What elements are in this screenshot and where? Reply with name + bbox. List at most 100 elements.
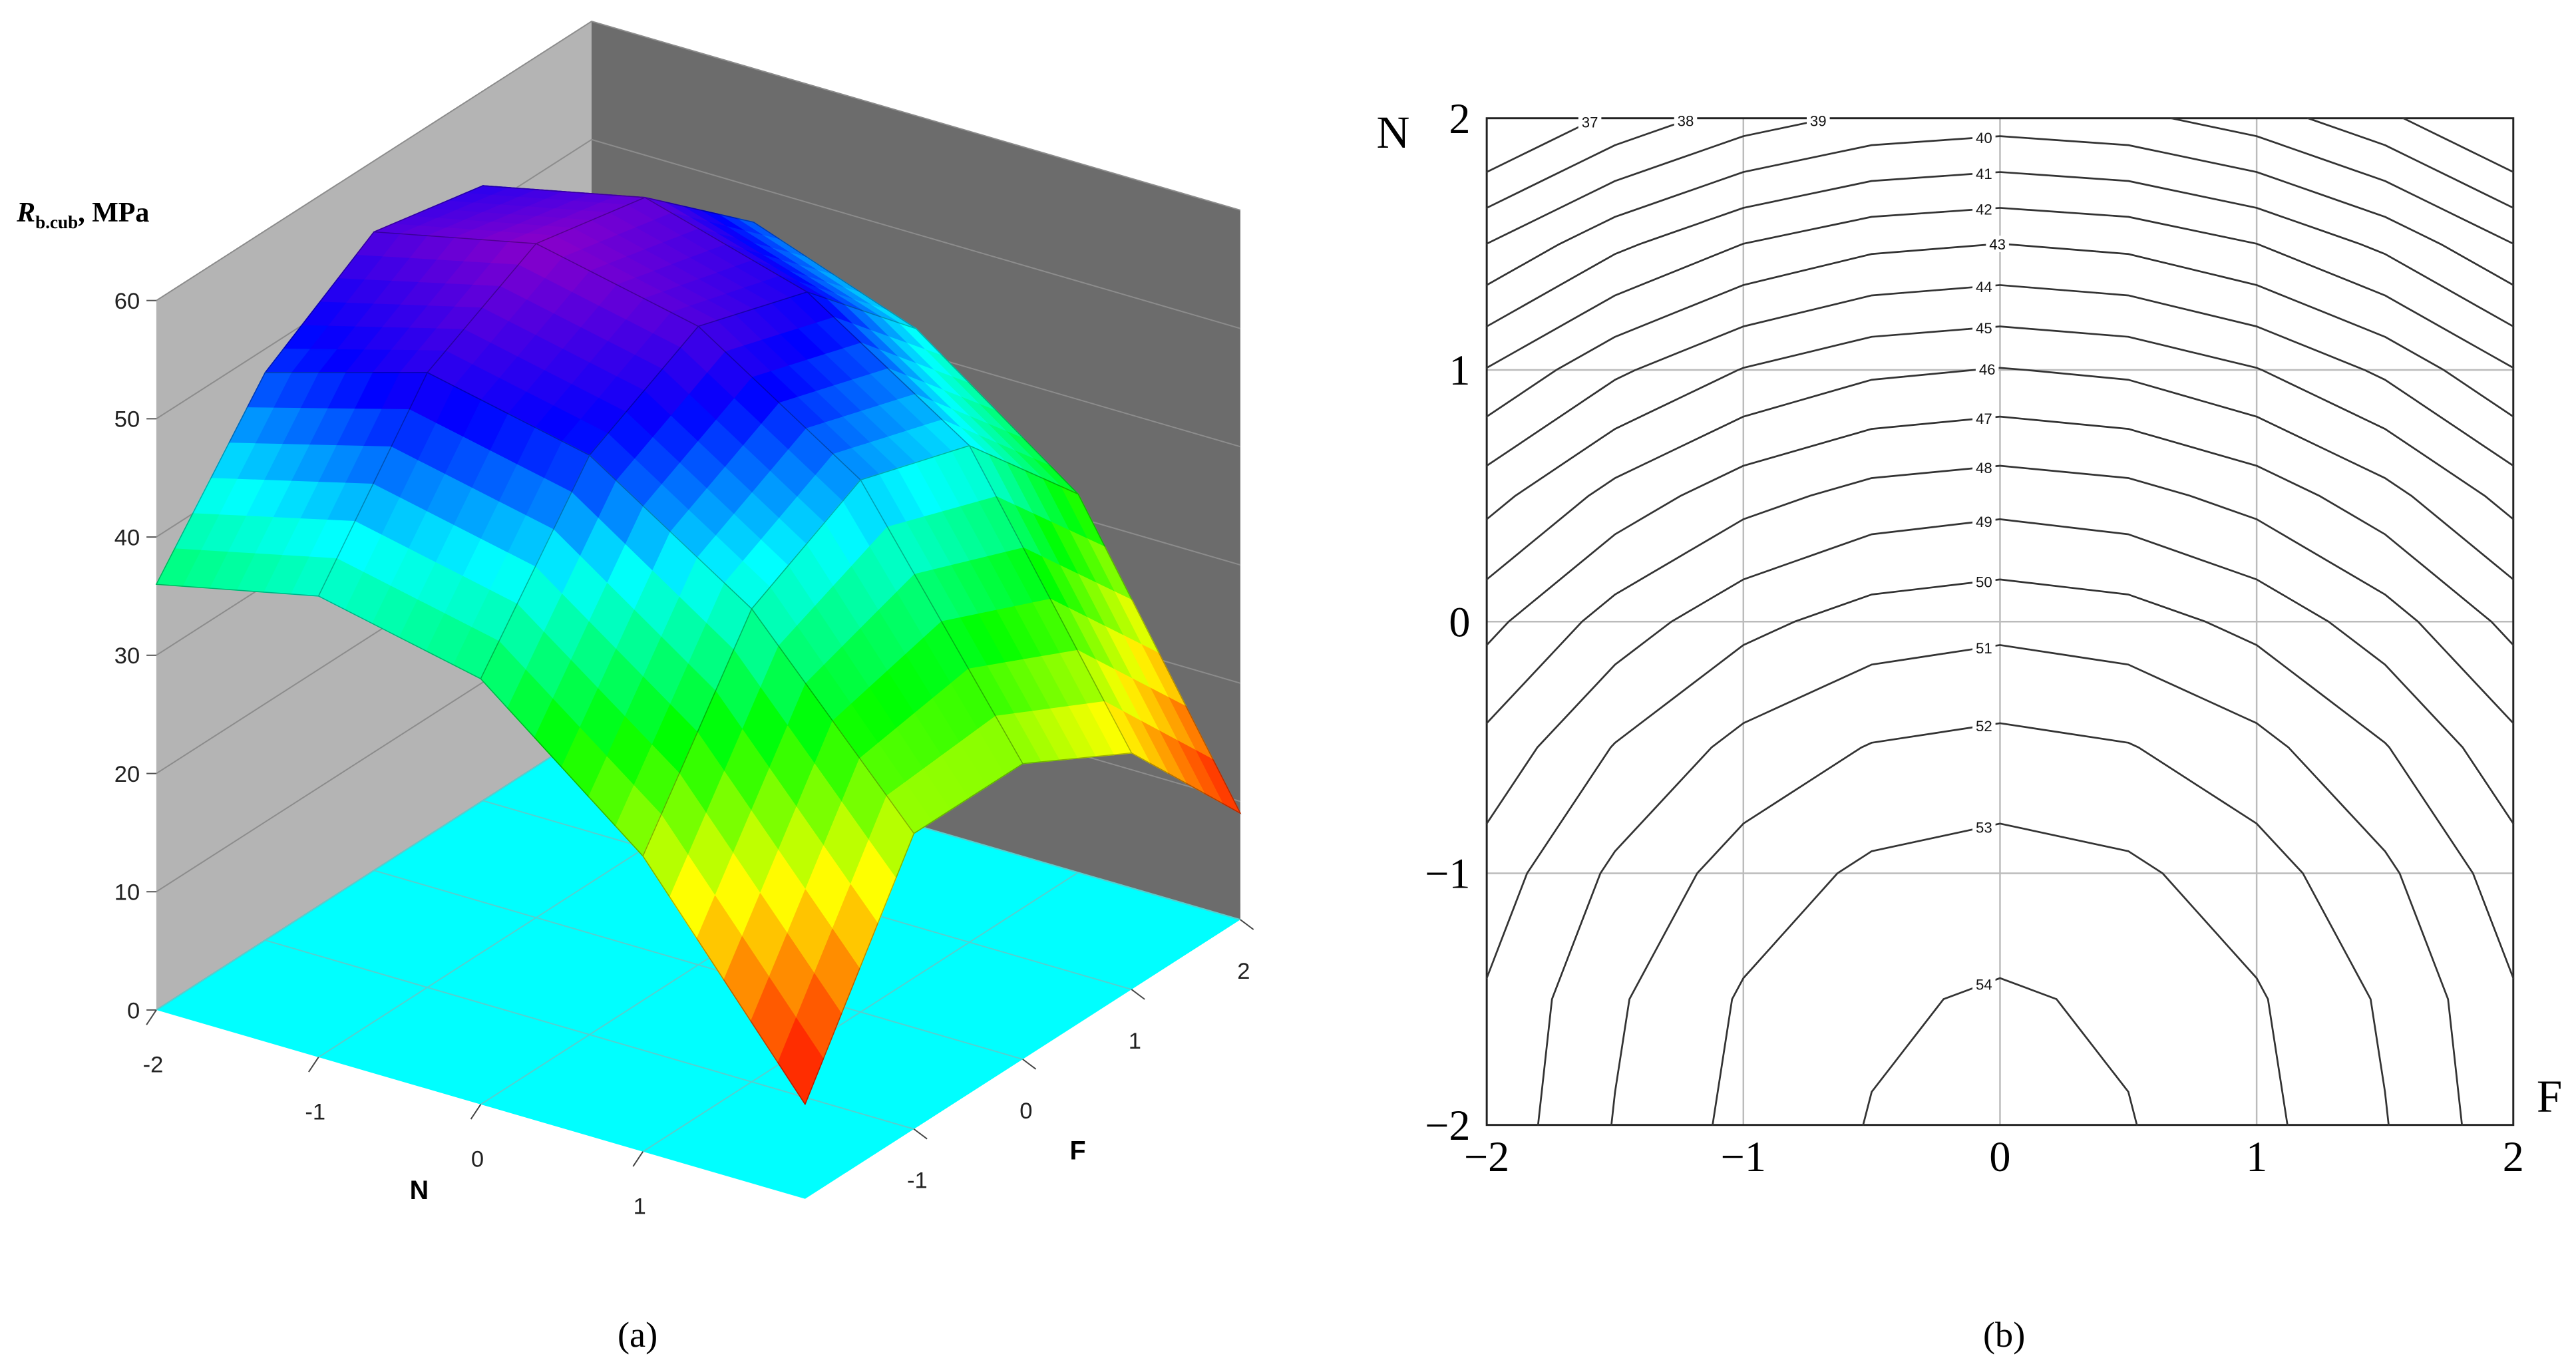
y-tick-label: 2	[1449, 95, 1470, 142]
y-tick-label: 0	[1449, 598, 1470, 645]
contour-label: 40	[1976, 130, 1992, 146]
contour-label-bg	[1972, 200, 1996, 218]
contour-line	[1485, 578, 2515, 979]
contour-label: 37	[1582, 114, 1598, 130]
z-tick-label: 0	[127, 998, 140, 1023]
contour-label-bg	[1986, 236, 2009, 252]
contour-label: 45	[1976, 320, 1992, 337]
contour-line	[1862, 977, 2138, 1126]
x-axis-title: F	[2537, 1071, 2562, 1122]
z-axis-unit: , MPa	[78, 198, 149, 228]
y-tick-mark	[1131, 989, 1145, 1000]
contour-label: 50	[1976, 574, 1992, 590]
contour-label: 42	[1976, 202, 1992, 218]
contour-label-bg	[1972, 319, 1996, 336]
contour-label-bg	[1975, 361, 1999, 377]
y-tick-mark	[913, 1128, 928, 1140]
z-tick-label: 60	[114, 289, 140, 314]
z-tick-label: 40	[114, 525, 140, 550]
x-tick-mark	[308, 1057, 319, 1073]
contour-label-bg	[1807, 112, 1830, 129]
contour-label-bg	[1972, 717, 1996, 734]
surface-mesh	[642, 607, 915, 1106]
panel-label: (a)	[618, 1315, 657, 1355]
x-tick-mark	[146, 1009, 157, 1025]
contour-label-bg	[1972, 410, 1996, 427]
contour-label: 49	[1976, 514, 1992, 530]
contour-line	[1485, 242, 2515, 418]
z-axis-symbol: R	[16, 198, 35, 228]
z-axis-title: Rb.cub, MPa	[16, 198, 149, 232]
x-tick-label: 1	[634, 1194, 646, 1220]
contour-label-bg	[1674, 112, 1698, 129]
contour-label: 54	[1976, 977, 1992, 993]
contour-label: 43	[1989, 236, 2006, 253]
contour-line	[1537, 644, 2463, 1126]
contour-label-bg	[1972, 639, 1996, 656]
z-tick-label: 30	[114, 643, 140, 669]
y-tick-label: −1	[1425, 850, 1470, 898]
panel-label: (b)	[1983, 1315, 2025, 1355]
surface-patch	[777, 1017, 824, 1105]
contour-line	[1485, 135, 2515, 286]
y-tick-label: -1	[907, 1168, 928, 1194]
contour-line	[1485, 284, 2515, 467]
contour-line	[1485, 117, 2515, 245]
contour-label-bg	[1972, 573, 1996, 590]
y-tick-label: 2	[1237, 959, 1250, 984]
x-tick-label: 2	[2503, 1133, 2524, 1180]
contour-label: 48	[1976, 460, 1992, 476]
contour-label-bg	[1972, 458, 1996, 476]
contour-label: 39	[1810, 113, 1827, 130]
contour-label: 51	[1976, 640, 1992, 657]
z-tick-label: 50	[114, 407, 140, 432]
y-tick-mark	[1240, 919, 1254, 930]
contour-label: 38	[1678, 113, 1694, 130]
y-tick-label: −2	[1425, 1102, 1470, 1149]
contour-label: 41	[1976, 166, 1992, 182]
contour-label-bg	[1972, 278, 1996, 295]
contour-label-bg	[1972, 164, 1996, 182]
contour-label-bg	[1972, 512, 1996, 530]
y-tick-label: 1	[1129, 1029, 1141, 1054]
x-tick-label: 0	[1989, 1133, 2010, 1180]
z-tick-label: 20	[114, 762, 140, 787]
contour-line	[1485, 171, 2515, 327]
contour-label-bg	[1972, 818, 1996, 836]
x-tick-mark	[632, 1151, 644, 1167]
x-tick-label: −2	[1464, 1133, 1509, 1180]
floor-grid-line	[373, 870, 1023, 1060]
contour-label: 47	[1976, 411, 1992, 427]
x-tick-label: 1	[2246, 1133, 2267, 1180]
contour-label-bg	[1972, 128, 1996, 146]
contour-line	[1485, 518, 2515, 825]
contour-line	[1485, 325, 2515, 520]
x-tick-label: -2	[143, 1053, 164, 1078]
y-tick-mark	[1022, 1059, 1037, 1070]
contour-label: 44	[1976, 279, 1992, 295]
plot-frame	[1485, 117, 2515, 1126]
y-axis-title: N	[1377, 106, 1410, 158]
z-grid-line	[156, 21, 1241, 301]
x-tick-label: -1	[305, 1100, 325, 1125]
x-tick-label: 0	[471, 1147, 484, 1172]
contour-label: 52	[1976, 718, 1992, 735]
x-tick-label: −1	[1721, 1133, 1766, 1180]
y-tick-label: 1	[1449, 347, 1470, 394]
contour-label: 53	[1976, 820, 1992, 836]
contour-label-bg	[1578, 113, 1602, 130]
y-tick-label: 0	[1019, 1099, 1032, 1124]
contour-line	[1485, 207, 2515, 369]
contour-label-bg	[1972, 975, 1996, 993]
z-axis-subscript: b.cub	[35, 212, 78, 232]
contour-line	[1485, 117, 2515, 209]
contour-line	[1485, 367, 2515, 581]
contour-line	[1485, 464, 2515, 725]
x-tick-mark	[470, 1104, 482, 1120]
y-axis-title: F	[1070, 1136, 1086, 1166]
contour-label: 46	[1979, 361, 1996, 378]
z-tick-label: 10	[114, 880, 140, 906]
x-axis-title: N	[410, 1176, 429, 1205]
